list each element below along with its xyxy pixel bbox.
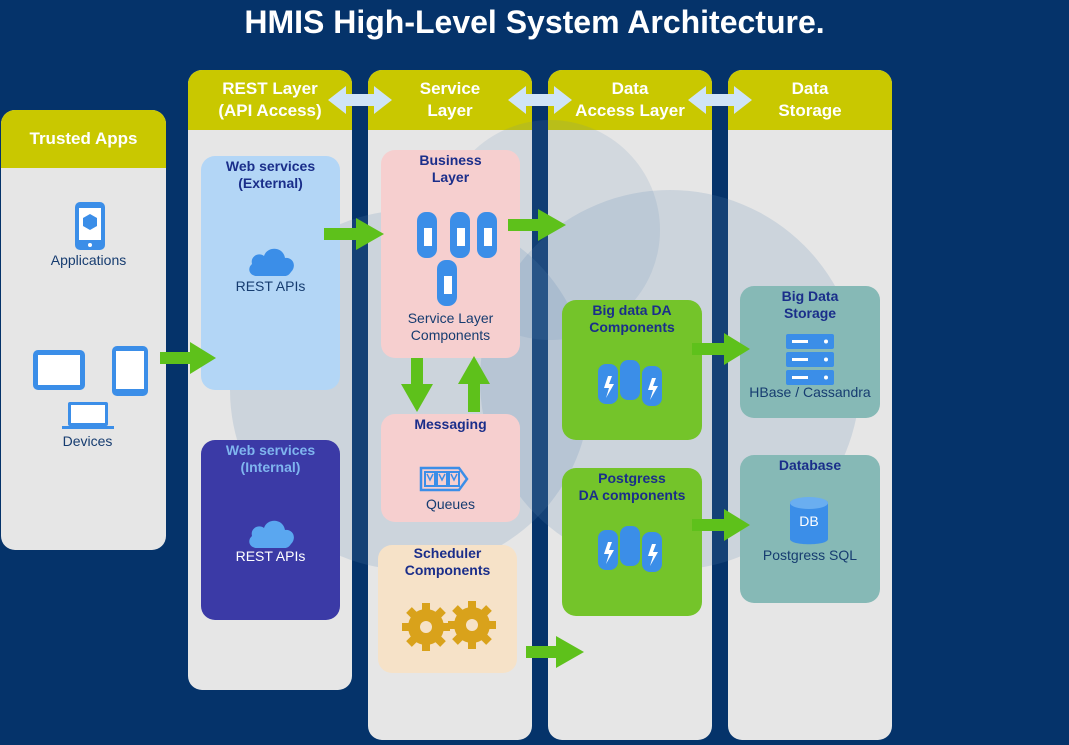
devices-icon [33, 346, 148, 429]
scheduler-title: Scheduler Components [404, 545, 491, 578]
rest-apis-internal-label: REST APIs [235, 548, 306, 564]
double-arrow-icon [328, 86, 392, 114]
business-layer-box: Business Layer Service Layer Components [381, 150, 520, 358]
hbase-cassandra-label: HBase / Cassandra [749, 384, 871, 400]
server-cylinder-icon [417, 212, 497, 306]
database-title: Database [778, 457, 842, 473]
queues-label: Queues [425, 496, 476, 512]
postgress-sql-label: Postgress SQL [762, 547, 858, 563]
web-services-external-title: Web services (External) [225, 158, 316, 191]
rest-apis-external-label: REST APIs [235, 278, 306, 294]
arrow-up-icon [458, 356, 490, 412]
trusted-apps-column: Trusted Apps [1, 110, 166, 550]
service-layer-header: Service Layer [368, 70, 532, 130]
big-data-da-box: Big data DA Components [562, 300, 702, 440]
arrow-right-icon [692, 509, 750, 541]
business-layer-title: Business Layer [419, 152, 482, 185]
rest-layer-header: REST Layer (API Access) [188, 70, 352, 130]
web-services-external-box: Web services (External) REST APIs [201, 156, 340, 390]
big-data-da-title: Big data DA Components [589, 302, 675, 335]
server-rack-icon [786, 334, 834, 385]
web-services-internal-box: Web services (Internal) REST APIs [201, 440, 340, 620]
data-access-header: Data Access Layer [548, 70, 712, 130]
big-data-storage-box: Big Data Storage HBase / Cassandra [740, 286, 880, 418]
double-arrow-icon [508, 86, 572, 114]
messaging-box: Messaging Queues [381, 414, 520, 522]
db-icon-text: DB [799, 513, 819, 529]
double-arrow-icon [688, 86, 752, 114]
queue-icon [419, 466, 469, 492]
service-layer-components-label: Service Layer Components [407, 310, 494, 343]
postgres-da-box: Postgress DA components [562, 468, 702, 616]
web-services-internal-title: Web services (Internal) [225, 442, 316, 475]
trusted-apps-header: Trusted Apps [1, 110, 166, 168]
cloud-icon [249, 248, 294, 276]
messaging-title: Messaging [414, 416, 487, 432]
db-cylinder-icon [790, 497, 828, 545]
devices-label: Devices [62, 433, 113, 449]
arrow-right-icon [324, 218, 384, 250]
gear-icon [402, 601, 496, 651]
applications-label: Applications [50, 252, 127, 268]
header-arrows [328, 86, 752, 114]
smartphone-app-icon [75, 202, 105, 250]
arrow-down-icon [401, 358, 433, 412]
data-storage-header: Data Storage [728, 70, 892, 130]
arrow-right-icon [160, 342, 216, 374]
arrow-right-icon [692, 333, 750, 365]
scheduler-box: Scheduler Components [378, 545, 517, 673]
arrow-right-icon [526, 636, 584, 668]
big-data-storage-title: Big Data Storage [781, 288, 839, 321]
database-box: Database DB Postgress SQL [740, 455, 880, 603]
cloud-icon [249, 520, 294, 548]
arrow-right-icon [508, 209, 566, 241]
database-lightning-icon [598, 526, 662, 572]
database-lightning-icon [598, 360, 662, 406]
diagram-title: HMIS High-Level System Architecture. [244, 4, 825, 40]
postgres-da-title: Postgress DA components [578, 470, 686, 503]
